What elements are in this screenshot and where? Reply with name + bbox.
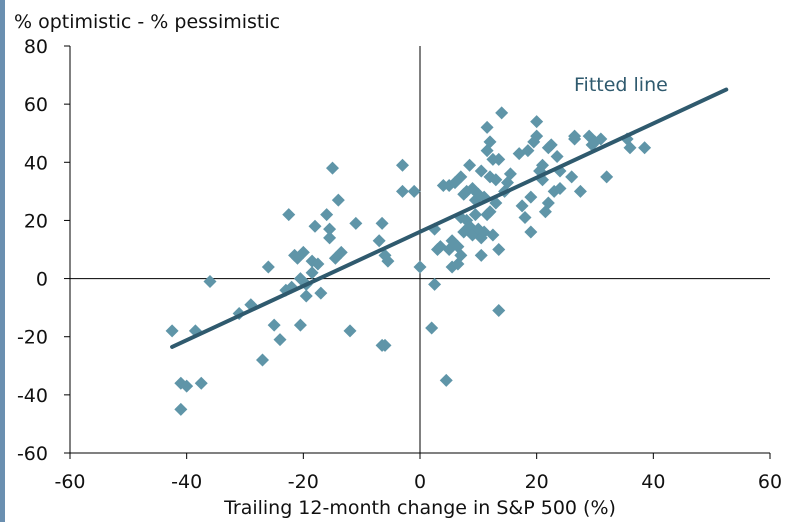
data-point	[381, 254, 395, 268]
x-tick-labels: -60 -40 -20 0 20 40 60	[54, 453, 782, 493]
data-point	[568, 129, 582, 143]
data-point	[550, 149, 564, 163]
data-point	[623, 141, 637, 155]
data-point	[454, 248, 468, 262]
data-point	[256, 353, 269, 367]
data-point	[314, 286, 328, 300]
data-point	[565, 170, 579, 184]
axes	[69, 46, 770, 454]
data-point	[267, 318, 281, 332]
data-point	[375, 216, 389, 230]
y-tick-labels: -60 -40 -20 0 20 40 60 80	[17, 36, 70, 465]
data-point	[296, 245, 310, 259]
data-point	[244, 298, 258, 312]
data-point	[483, 205, 497, 219]
data-point	[261, 260, 275, 274]
data-point	[454, 170, 468, 184]
data-point	[174, 402, 188, 416]
data-point	[530, 129, 544, 143]
data-point	[468, 208, 482, 222]
data-point	[573, 184, 587, 198]
x-tick-label: 0	[414, 471, 426, 493]
data-points	[165, 106, 652, 416]
data-point	[334, 245, 348, 259]
data-point	[486, 228, 500, 242]
data-point	[524, 190, 538, 204]
data-point	[323, 222, 337, 236]
data-point	[180, 379, 194, 393]
x-tick-label: -40	[171, 471, 202, 493]
data-point	[638, 141, 652, 155]
data-point	[331, 193, 345, 207]
data-point	[349, 216, 363, 230]
data-point	[492, 304, 506, 318]
y-tick-label: 40	[24, 152, 48, 174]
data-point	[320, 208, 334, 222]
data-point	[273, 333, 287, 347]
data-point	[203, 274, 217, 288]
fitted-line-label: Fitted line	[574, 74, 668, 96]
y-tick-label: 80	[24, 36, 48, 58]
data-point	[515, 199, 529, 213]
data-point	[495, 106, 509, 120]
data-point	[165, 324, 179, 338]
data-point	[407, 184, 421, 198]
data-point	[323, 231, 337, 245]
data-point	[378, 338, 392, 352]
data-point	[541, 196, 555, 210]
data-point	[536, 158, 549, 172]
data-point	[483, 135, 497, 149]
data-point	[492, 152, 506, 166]
data-point	[194, 376, 208, 390]
data-point	[293, 318, 307, 332]
data-point	[489, 173, 503, 187]
x-tick-label: -60	[54, 471, 85, 493]
data-point	[521, 144, 535, 158]
data-point	[305, 266, 319, 280]
data-point	[600, 170, 614, 184]
x-tick-label: -20	[288, 471, 319, 493]
left-accent-bar	[0, 0, 5, 522]
data-point	[396, 158, 409, 172]
data-point	[326, 161, 339, 175]
fitted-line	[170, 87, 729, 349]
data-point	[474, 164, 488, 178]
data-point	[518, 211, 532, 225]
data-point	[378, 248, 392, 262]
data-point	[544, 138, 558, 152]
data-point	[372, 234, 386, 248]
y-axis-label: % optimistic - % pessimistic	[14, 11, 280, 33]
data-point	[474, 248, 488, 262]
x-tick-label: 60	[758, 471, 782, 493]
data-point	[282, 208, 296, 222]
data-point	[463, 158, 477, 172]
data-point	[492, 243, 506, 256]
y-tick-label: 60	[24, 94, 48, 116]
x-tick-label: 20	[525, 471, 549, 493]
data-point	[480, 120, 494, 134]
y-tick-label: -20	[17, 327, 48, 349]
x-axis-label: Trailing 12-month change in S&P 500 (%)	[223, 497, 616, 519]
data-point	[594, 132, 608, 146]
data-point	[299, 289, 313, 303]
data-point	[425, 321, 439, 335]
data-point	[308, 219, 322, 233]
data-point	[503, 167, 517, 181]
data-point	[428, 277, 442, 291]
y-tick-label: -40	[17, 385, 48, 407]
data-point	[343, 324, 357, 338]
data-point	[413, 260, 427, 274]
data-point	[524, 225, 538, 239]
y-tick-label: 0	[36, 269, 48, 291]
data-point	[311, 257, 325, 271]
x-tick-label: 40	[641, 471, 665, 493]
data-point	[530, 115, 544, 129]
data-point	[396, 184, 409, 198]
data-point	[439, 373, 453, 387]
y-tick-label: 20	[24, 210, 48, 232]
y-tick-label: -60	[17, 443, 48, 465]
data-point	[553, 181, 567, 195]
